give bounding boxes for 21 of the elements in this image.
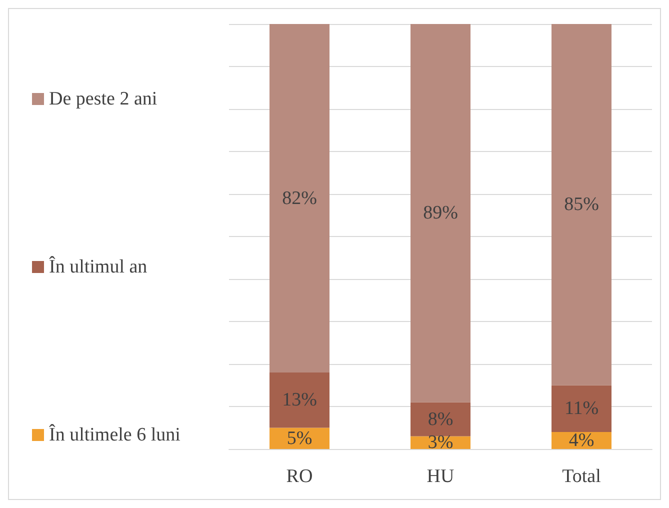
data-label: 82% (282, 188, 318, 209)
bar (270, 24, 330, 372)
x-tick-label: HU (426, 466, 454, 487)
data-label: 4% (568, 430, 594, 451)
bar (410, 402, 470, 436)
legend-label: În ultimul an (49, 256, 148, 278)
data-label: 13% (282, 390, 318, 411)
data-label: 3% (428, 432, 454, 454)
bar (270, 372, 330, 428)
data-label: 89% (423, 202, 458, 224)
bar (552, 385, 612, 432)
data-label: 85% (564, 194, 600, 216)
legend-label: De peste 2 ani (49, 88, 158, 110)
data-label: 5% (286, 428, 312, 449)
bar (552, 24, 612, 386)
data-label: 11% (564, 398, 599, 420)
bar (410, 24, 470, 402)
data-label: 8% (428, 408, 454, 430)
x-tick-label: Total (562, 466, 601, 487)
legend-label: În ultimele 6 luni (49, 424, 180, 446)
x-tick-label: RO (286, 466, 313, 487)
